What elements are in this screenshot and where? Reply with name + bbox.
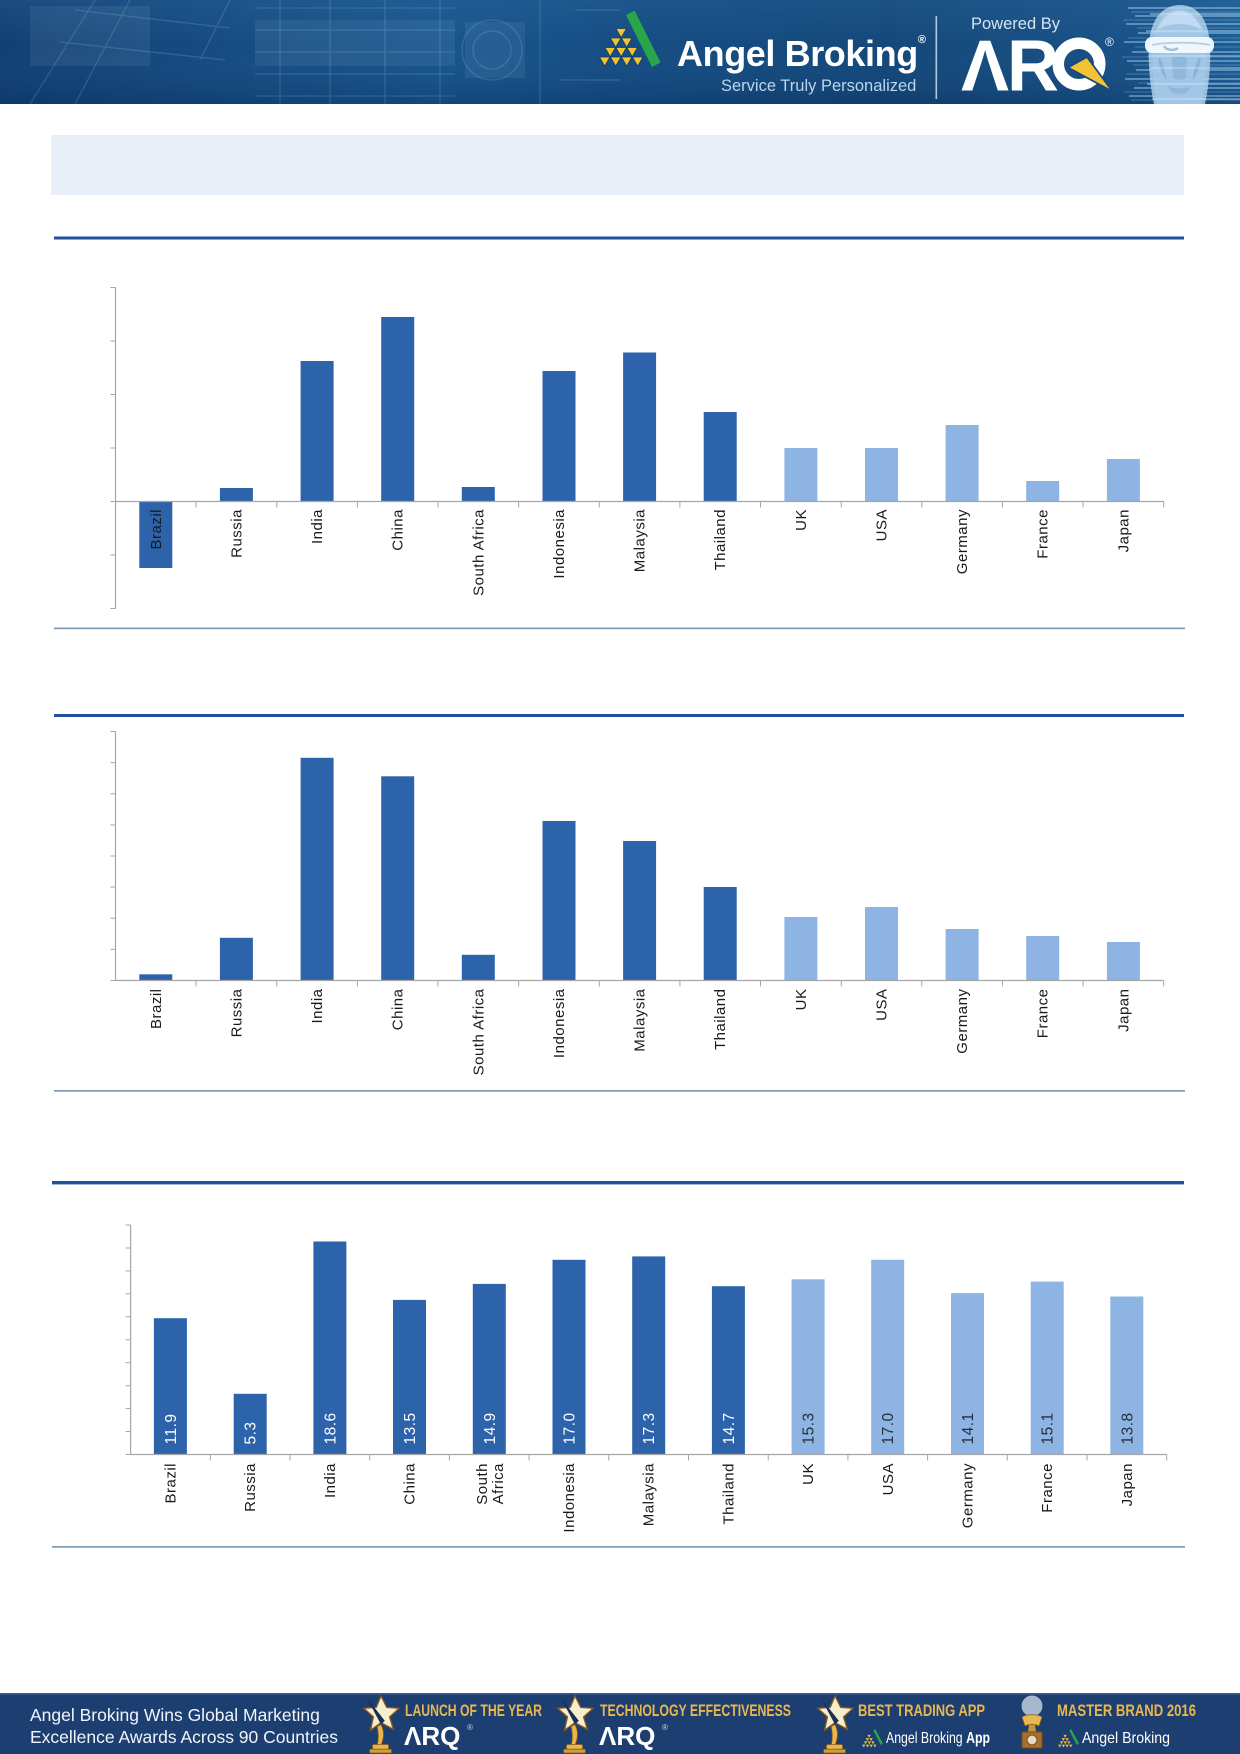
svg-text:Malaysia: Malaysia <box>641 1463 658 1526</box>
svg-text:Angel Broking: Angel Broking <box>1082 1730 1170 1747</box>
svg-text:Excellence Awards Across 90 Co: Excellence Awards Across 90 Countries <box>30 1727 338 1747</box>
svg-text:Germany: Germany <box>954 989 971 1054</box>
svg-text:ΛRQ: ΛRQ <box>404 1721 460 1751</box>
svg-text:Japan: Japan <box>1119 1463 1136 1506</box>
svg-text:France: France <box>1035 989 1052 1039</box>
svg-text:Germany: Germany <box>960 1463 977 1528</box>
svg-text:France: France <box>1039 1463 1056 1513</box>
svg-text:UK: UK <box>800 1463 817 1485</box>
svg-text:India: India <box>322 1463 339 1498</box>
svg-text:Germany: Germany <box>954 509 971 574</box>
svg-text:Angel Broking App: Angel Broking App <box>886 1730 990 1747</box>
svg-text:Brazil: Brazil <box>148 989 165 1030</box>
svg-text:13.5: 13.5 <box>402 1412 419 1444</box>
svg-text:Brazil: Brazil <box>162 1463 179 1504</box>
svg-text:UK: UK <box>793 509 810 531</box>
svg-text:Indonesia: Indonesia <box>561 1463 578 1533</box>
svg-text:17.3: 17.3 <box>641 1412 658 1444</box>
svg-text:Russia: Russia <box>242 1463 259 1512</box>
svg-text:5.3: 5.3 <box>243 1421 260 1444</box>
svg-text:India: India <box>309 988 326 1023</box>
svg-text:14.9: 14.9 <box>482 1412 499 1444</box>
svg-text:17.0: 17.0 <box>880 1412 897 1444</box>
svg-text:TECHNOLOGY EFFECTIVENESS: TECHNOLOGY EFFECTIVENESS <box>600 1701 791 1720</box>
svg-text:Thailand: Thailand <box>712 989 729 1051</box>
svg-text:Angel Broking Wins Global Mark: Angel Broking Wins Global Marketing <box>30 1705 320 1725</box>
svg-text:®: ® <box>662 1723 668 1732</box>
svg-text:LAUNCH OF THE YEAR: LAUNCH OF THE YEAR <box>405 1701 542 1720</box>
svg-text:Indonesia: Indonesia <box>551 509 568 579</box>
svg-text:MASTER BRAND 2016: MASTER BRAND 2016 <box>1057 1701 1196 1720</box>
svg-text:Malaysia: Malaysia <box>632 509 649 572</box>
svg-text:14.1: 14.1 <box>960 1412 977 1444</box>
svg-text:India: India <box>309 509 326 544</box>
svg-text:China: China <box>390 988 407 1030</box>
svg-text:China: China <box>402 1463 419 1505</box>
svg-text:China: China <box>390 509 407 551</box>
svg-text:Japan: Japan <box>1115 989 1132 1032</box>
svg-text:South Africa: South Africa <box>470 509 487 596</box>
svg-text:Russia: Russia <box>228 509 245 558</box>
svg-text:USA: USA <box>874 509 891 541</box>
svg-text:Thailand: Thailand <box>720 1463 737 1525</box>
svg-text:Brazil: Brazil <box>148 509 165 550</box>
svg-text:USA: USA <box>880 1463 897 1495</box>
svg-text:17.0: 17.0 <box>562 1412 579 1444</box>
svg-text:Africa: Africa <box>490 1463 507 1505</box>
svg-text:BEST TRADING APP: BEST TRADING APP <box>858 1701 985 1720</box>
svg-text:®: ® <box>1105 35 1114 49</box>
svg-text:14.7: 14.7 <box>721 1412 738 1444</box>
svg-text:18.6: 18.6 <box>322 1412 339 1444</box>
svg-text:South: South <box>474 1463 491 1505</box>
svg-text:Malaysia: Malaysia <box>632 988 649 1051</box>
svg-text:ΛR: ΛR <box>961 27 1058 105</box>
svg-text:Japan: Japan <box>1115 509 1132 552</box>
svg-text:UK: UK <box>793 989 810 1011</box>
svg-text:13.8: 13.8 <box>1119 1412 1136 1444</box>
svg-text:South Africa: South Africa <box>470 988 487 1075</box>
svg-text:USA: USA <box>874 989 891 1021</box>
svg-text:France: France <box>1035 509 1052 559</box>
svg-text:®: ® <box>467 1723 473 1732</box>
svg-text:11.9: 11.9 <box>163 1413 180 1444</box>
svg-text:15.1: 15.1 <box>1040 1412 1057 1444</box>
svg-text:ΛRQ: ΛRQ <box>599 1721 655 1751</box>
svg-text:Indonesia: Indonesia <box>551 988 568 1058</box>
svg-text:15.3: 15.3 <box>801 1412 818 1444</box>
svg-text:Thailand: Thailand <box>712 509 729 571</box>
svg-text:Russia: Russia <box>228 988 245 1037</box>
